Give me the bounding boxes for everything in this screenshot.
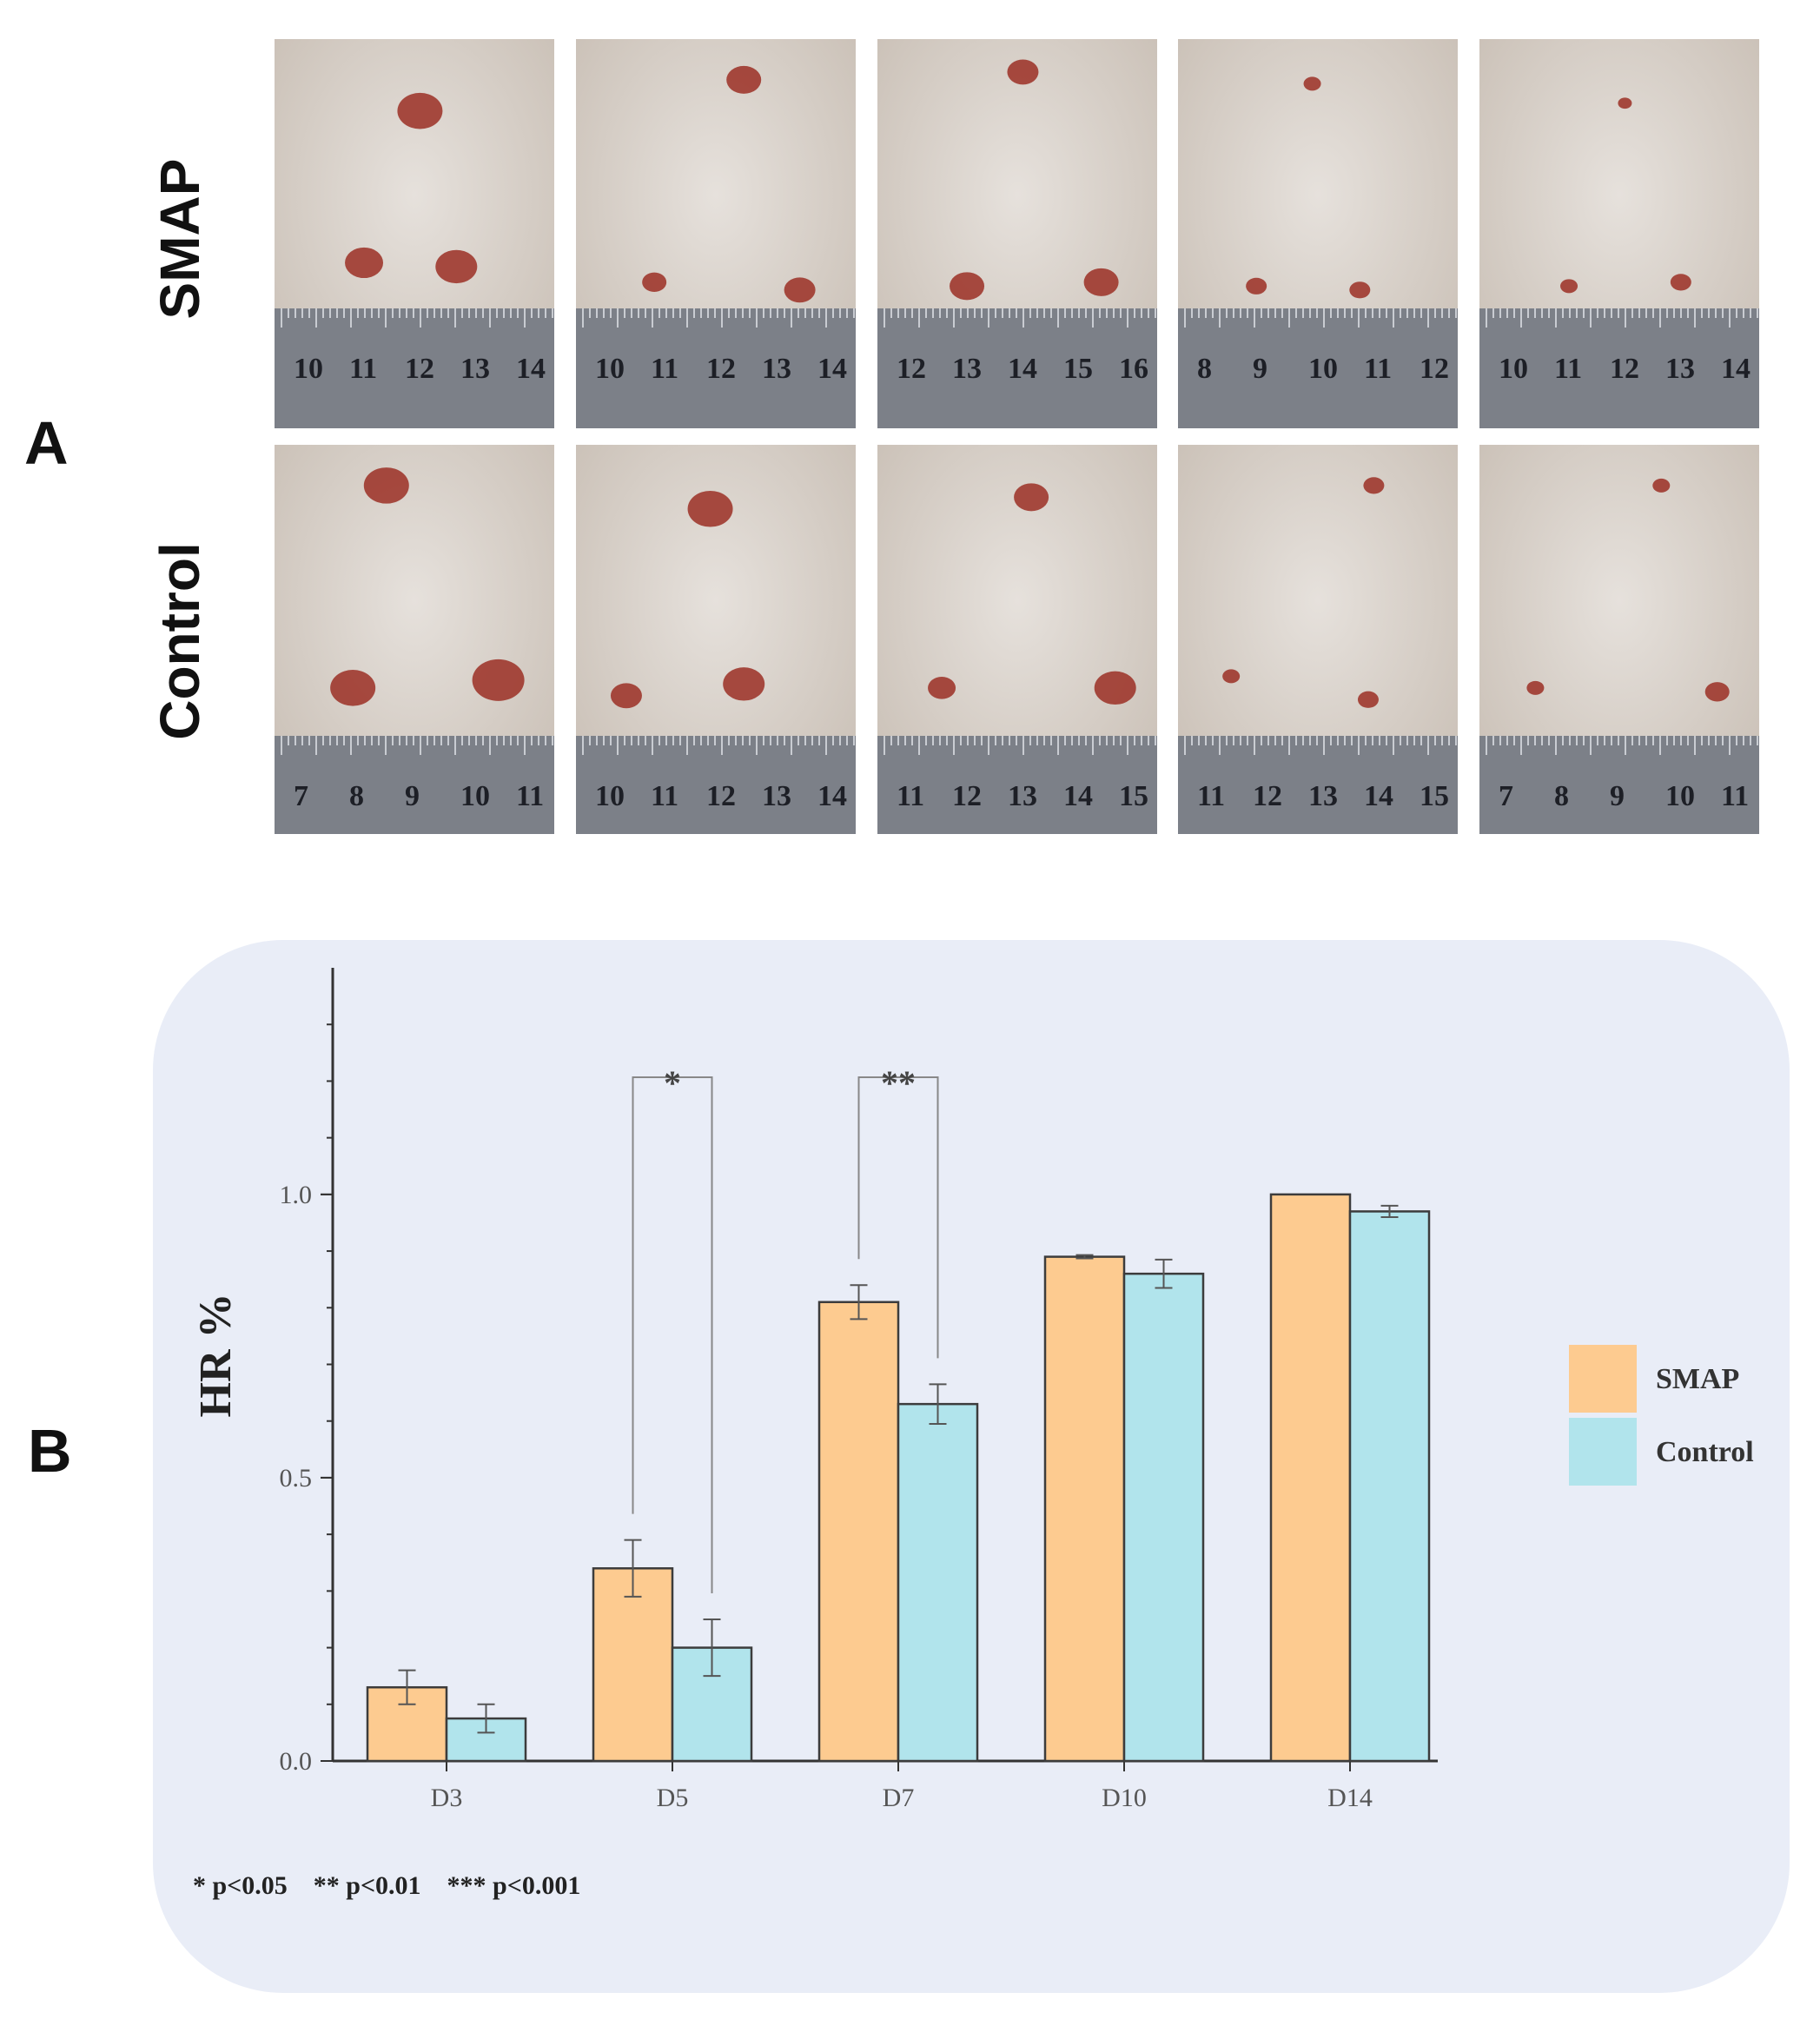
svg-text:14: 14 — [1721, 353, 1751, 385]
svg-text:14: 14 — [1364, 780, 1393, 812]
legend-swatch — [1569, 1418, 1637, 1486]
legend-label: SMAP — [1656, 1363, 1739, 1395]
y-tick-label: 0.0 — [280, 1747, 313, 1776]
svg-text:8: 8 — [349, 780, 364, 812]
svg-text:10: 10 — [595, 353, 625, 385]
svg-text:8: 8 — [1197, 353, 1212, 385]
significance-label: * — [664, 1063, 681, 1102]
svg-text:14: 14 — [516, 353, 546, 385]
svg-text:13: 13 — [1308, 780, 1338, 812]
svg-text:16: 16 — [1119, 353, 1148, 385]
svg-text:11: 11 — [516, 780, 544, 812]
svg-text:11: 11 — [651, 353, 678, 385]
svg-text:8: 8 — [1554, 780, 1569, 812]
significance-brackets: * ** — [632, 1063, 939, 1593]
panel-b-letter: B — [28, 1417, 72, 1485]
svg-text:11: 11 — [651, 780, 678, 812]
significance-bracket — [632, 1076, 713, 1593]
svg-text:12: 12 — [706, 780, 736, 812]
svg-text:12: 12 — [1253, 780, 1282, 812]
svg-text:10: 10 — [595, 780, 625, 812]
svg-text:10: 10 — [1308, 353, 1338, 385]
x-tick-label: D14 — [1327, 1784, 1373, 1812]
bar — [592, 1567, 674, 1763]
svg-text:12: 12 — [706, 353, 736, 385]
svg-text:10: 10 — [294, 353, 323, 385]
svg-text:9: 9 — [1253, 353, 1267, 385]
svg-text:7: 7 — [1499, 780, 1513, 812]
svg-text:11: 11 — [897, 780, 924, 812]
svg-text:13: 13 — [762, 353, 791, 385]
svg-text:9: 9 — [405, 780, 420, 812]
y-tick-label: 0.5 — [280, 1464, 313, 1493]
svg-text:11: 11 — [1364, 353, 1392, 385]
y-axis: 0.0 0.5 1.0 — [280, 968, 334, 1776]
bar — [1269, 1193, 1352, 1763]
svg-text:11: 11 — [1554, 353, 1582, 385]
svg-text:12: 12 — [1610, 353, 1639, 385]
svg-text:10: 10 — [1665, 780, 1695, 812]
x-tick-label: D10 — [1102, 1784, 1147, 1812]
svg-text:13: 13 — [1665, 353, 1695, 385]
legend-label: Control — [1656, 1436, 1754, 1468]
svg-text:13: 13 — [460, 353, 490, 385]
wound-photo: 11 12 13 14 15 — [1178, 445, 1458, 834]
wound-photo: 11 12 13 14 15 — [877, 445, 1157, 834]
svg-text:14: 14 — [817, 780, 847, 812]
svg-text:13: 13 — [762, 780, 791, 812]
bar — [1348, 1210, 1431, 1763]
svg-text:14: 14 — [1008, 353, 1037, 385]
x-axis: D3 D5 D7 D10 D14 — [333, 1759, 1438, 1812]
svg-text:15: 15 — [1063, 353, 1093, 385]
bar — [1043, 1255, 1126, 1763]
significance-bracket — [857, 1076, 939, 1359]
wound-photo: 10 11 12 13 14 — [275, 39, 554, 428]
svg-text:12: 12 — [952, 780, 982, 812]
y-axis-label: HR % — [191, 1294, 241, 1418]
wound-photo: 10 11 12 13 14 — [576, 445, 856, 834]
svg-text:7: 7 — [294, 780, 308, 812]
x-tick-label: D3 — [431, 1784, 463, 1812]
wound-photo: 10 11 12 13 14 — [1479, 39, 1759, 428]
svg-text:11: 11 — [1197, 780, 1225, 812]
svg-text:14: 14 — [1063, 780, 1093, 812]
legend: SMAP Control — [1569, 1345, 1754, 1486]
legend-swatch — [1569, 1345, 1637, 1413]
x-tick-label: D7 — [883, 1784, 915, 1812]
svg-text:13: 13 — [1008, 780, 1037, 812]
bar — [817, 1301, 900, 1763]
wound-photo: 12 13 14 15 16 — [877, 39, 1157, 428]
bar — [897, 1402, 979, 1763]
wound-photo: 10 11 12 13 14 — [576, 39, 856, 428]
svg-text:15: 15 — [1119, 780, 1148, 812]
y-tick-label: 1.0 — [280, 1181, 313, 1209]
svg-text:11: 11 — [349, 353, 377, 385]
wound-photo: 8 9 10 11 12 — [1178, 39, 1458, 428]
panel-a-letter: A — [24, 409, 69, 477]
svg-text:10: 10 — [460, 780, 490, 812]
svg-text:12: 12 — [897, 353, 926, 385]
svg-text:15: 15 — [1420, 780, 1449, 812]
bars — [366, 1193, 1431, 1763]
wound-photo: 7 8 9 10 11 — [275, 445, 554, 834]
svg-text:11: 11 — [1721, 780, 1749, 812]
svg-text:9: 9 — [1610, 780, 1625, 812]
bar — [1122, 1272, 1205, 1763]
significance-footnote: * p<0.05 ** p<0.01 *** p<0.001 — [193, 1871, 580, 1900]
svg-text:12: 12 — [405, 353, 434, 385]
svg-text:10: 10 — [1499, 353, 1528, 385]
wound-photo: 7 8 9 10 11 — [1479, 445, 1759, 834]
significance-label: ** — [881, 1063, 916, 1102]
svg-text:13: 13 — [952, 353, 982, 385]
svg-text:14: 14 — [817, 353, 847, 385]
svg-text:12: 12 — [1420, 353, 1449, 385]
x-tick-label: D5 — [657, 1784, 689, 1812]
